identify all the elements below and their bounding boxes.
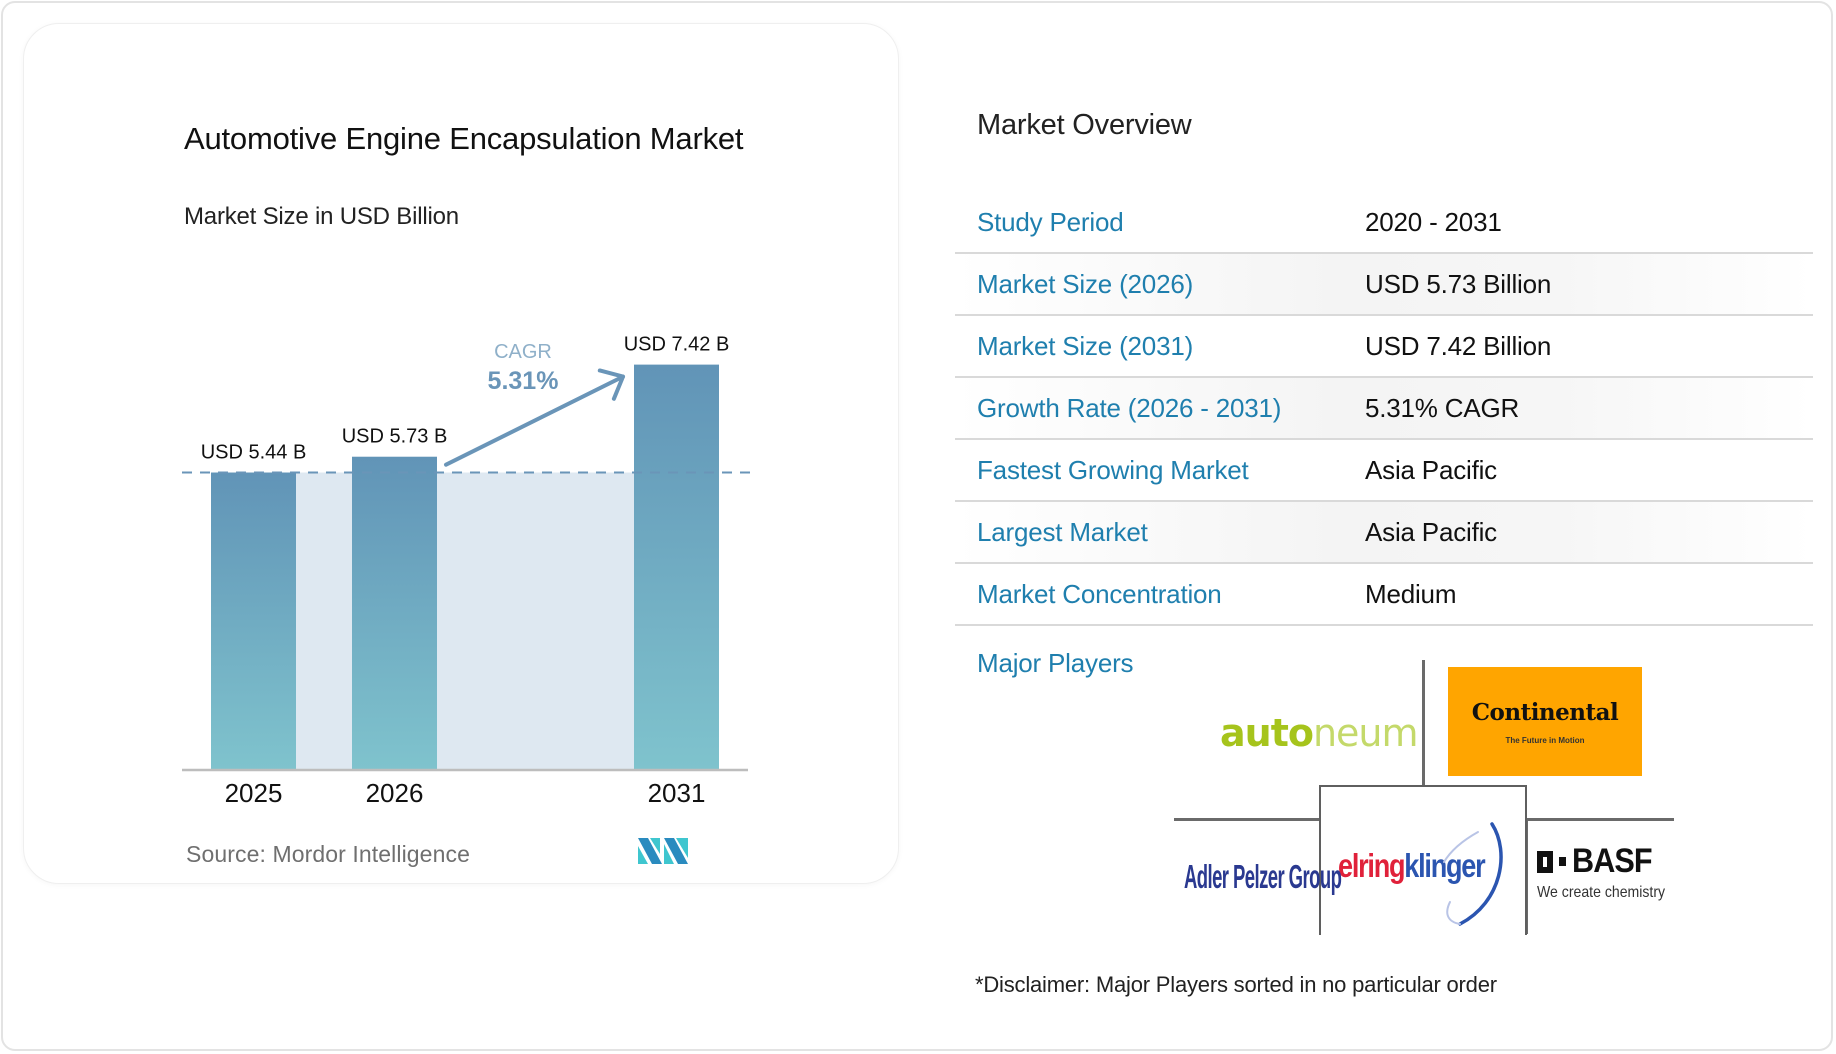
bar-2026 [352,456,437,769]
adler-pelzer-group-logo: Adler Pelzer Group [1184,858,1342,895]
row-value: 5.31% CAGR [1365,392,1520,423]
basf-square-icon [1537,850,1553,873]
continental-logo: Continental The Future in Motion [1448,667,1642,776]
overview-row-fastest-growing-market: Fastest Growing Market Asia Pacific [955,440,1813,502]
basf-logo-name: BASF [1572,842,1653,880]
row-label: Growth Rate (2026 - 2031) [977,392,1282,423]
row-label: Largest Market [977,516,1148,547]
elringklinger-logo: elringklinger [1338,847,1486,885]
center-logo-box [1319,785,1527,935]
row-value: USD 7.42 Billion [1365,330,1552,361]
klinger-logo-part: klinger [1404,847,1485,884]
row-value: Medium [1365,578,1457,609]
basf-mark: BASF [1537,842,1661,881]
logo-divider-horizontal-right [1526,818,1674,821]
overview-row-study-period: Study Period 2020 - 2031 [955,192,1813,254]
autoneum-logo-bold: auto [1220,711,1314,755]
cagr-value: 5.31% [488,367,559,395]
elring-logo-part: elring [1338,847,1406,884]
row-label: Market Concentration [977,578,1222,609]
cagr-arrow-icon [444,368,625,467]
market-overview-title: Market Overview [977,109,1192,141]
bar-chart: CAGR 5.31% USD 5.44 B USD 5.73 B USD 7.42 … [182,334,752,808]
overview-row-market-size-2026: Market Size (2026) USD 5.73 Billion [955,254,1813,316]
x-tick-label: 2025 [225,778,283,808]
bar-value-label: USD 7.42 B [624,334,730,356]
autoneum-logo: autoneum [1220,708,1419,758]
continental-logo-tagline: The Future in Motion [1505,736,1585,745]
overview-row-largest-market: Largest Market Asia Pacific [955,502,1813,564]
row-label: Market Size (2031) [977,330,1194,361]
autoneum-logo-light: neum [1312,711,1419,755]
continental-logo-name: Continental [1471,699,1619,726]
basf-logo-tagline: We create chemistry [1537,884,1666,901]
row-value: USD 5.73 Billion [1365,268,1552,299]
overview-row-market-concentration: Market Concentration Medium [955,564,1813,626]
row-value: Asia Pacific [1365,516,1497,547]
market-overview-table: Study Period 2020 - 2031 Market Size (20… [955,192,1813,626]
row-label: Study Period [977,206,1124,237]
x-tick-label: 2026 [366,778,424,808]
bar-2025 [211,472,296,769]
row-value: 2020 - 2031 [1365,206,1502,237]
chart-subtitle: Market Size in USD Billion [184,203,459,230]
chart-title: Automotive Engine Encapsulation Market [184,121,744,156]
bar-value-label: USD 5.44 B [201,442,307,464]
basf-logo: BASF We create chemistry [1537,838,1667,908]
major-players-label: Major Players [977,648,1134,678]
bar-value-label: USD 5.73 B [342,426,448,448]
bar-2031 [634,364,719,769]
overview-row-market-size-2031: Market Size (2031) USD 7.42 Billion [955,316,1813,378]
cagr-label: CAGR [494,341,552,363]
x-tick-label: 2031 [648,778,706,808]
source-text: Source: Mordor Intelligence [186,841,470,867]
logo-divider-vertical [1422,660,1425,786]
disclaimer-text: *Disclaimer: Major Players sorted in no … [975,972,1497,997]
basf-small-square-icon [1559,857,1566,866]
row-label: Fastest Growing Market [977,454,1249,485]
logo-divider-horizontal-left [1174,818,1320,821]
overview-row-growth-rate: Growth Rate (2026 - 2031) 5.31% CAGR [955,378,1813,440]
mordor-intelligence-logo-icon [638,838,688,864]
elringklinger-swoosh-icon [1443,822,1503,926]
row-label: Market Size (2026) [977,268,1194,299]
row-value: Asia Pacific [1365,454,1497,485]
